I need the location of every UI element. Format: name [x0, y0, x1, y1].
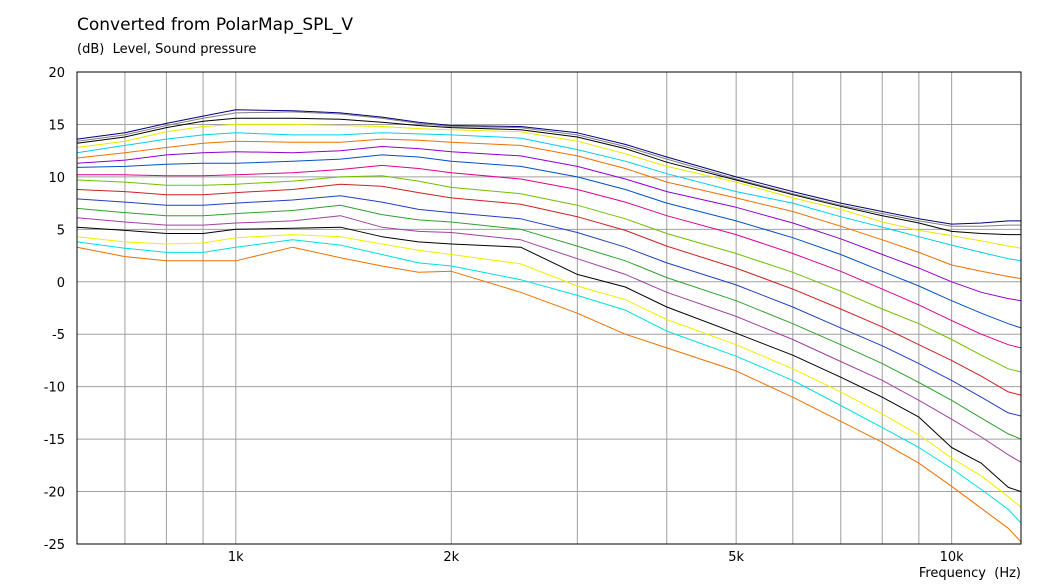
x-tick-label: 5k	[728, 550, 744, 565]
x-tick-labels: 1k 2k 5k 10k	[228, 550, 964, 565]
series-line-12	[76, 195, 1022, 417]
y-tick-label: -20	[44, 486, 65, 501]
chart-title: Converted from PolarMap_SPL_V	[77, 15, 354, 35]
series-line-18	[76, 246, 1022, 543]
series-line-9	[77, 164, 1022, 349]
y-tick-label: -10	[44, 381, 65, 396]
series-line-2	[76, 111, 1021, 227]
series-line-10	[76, 175, 1022, 373]
plot-frame	[76, 71, 1022, 545]
y-tick-label: -25	[44, 538, 65, 553]
y-tick-label: -15	[44, 433, 65, 448]
series-line-4	[76, 123, 1022, 249]
y-tick-label: 0	[57, 276, 65, 291]
series-line-3	[76, 117, 1021, 236]
y-tick-label: 10	[48, 171, 65, 186]
y-tick-label: -5	[52, 328, 65, 343]
series-lines	[76, 109, 1022, 543]
x-axis-label: Frequency (Hz)	[918, 566, 1021, 581]
series-line-6	[76, 138, 1022, 280]
series-line-17	[76, 239, 1022, 524]
y-axis-unit-label: (dB) Level, Sound pressure	[77, 42, 257, 57]
series-line-8	[76, 154, 1022, 329]
y-tick-label: 20	[48, 66, 65, 81]
x-tick-label: 1k	[228, 550, 244, 565]
series-line-14	[76, 215, 1022, 463]
series-line-1	[76, 109, 1021, 225]
x-tick-label: 2k	[443, 550, 459, 565]
series-line-7	[76, 146, 1022, 302]
series-line-16	[76, 234, 1022, 508]
series-line-5	[76, 132, 1022, 262]
y-tick-labels: 20 15 10 5 0 -5 -10 -15 -20 -25	[44, 66, 65, 553]
y-tick-label: 15	[48, 118, 65, 133]
series-line-13	[76, 204, 1022, 440]
series-line-15	[76, 226, 1022, 493]
y-tick-label: 5	[57, 223, 65, 238]
x-tick-label: 10k	[940, 550, 965, 565]
series-line-11	[76, 183, 1022, 396]
